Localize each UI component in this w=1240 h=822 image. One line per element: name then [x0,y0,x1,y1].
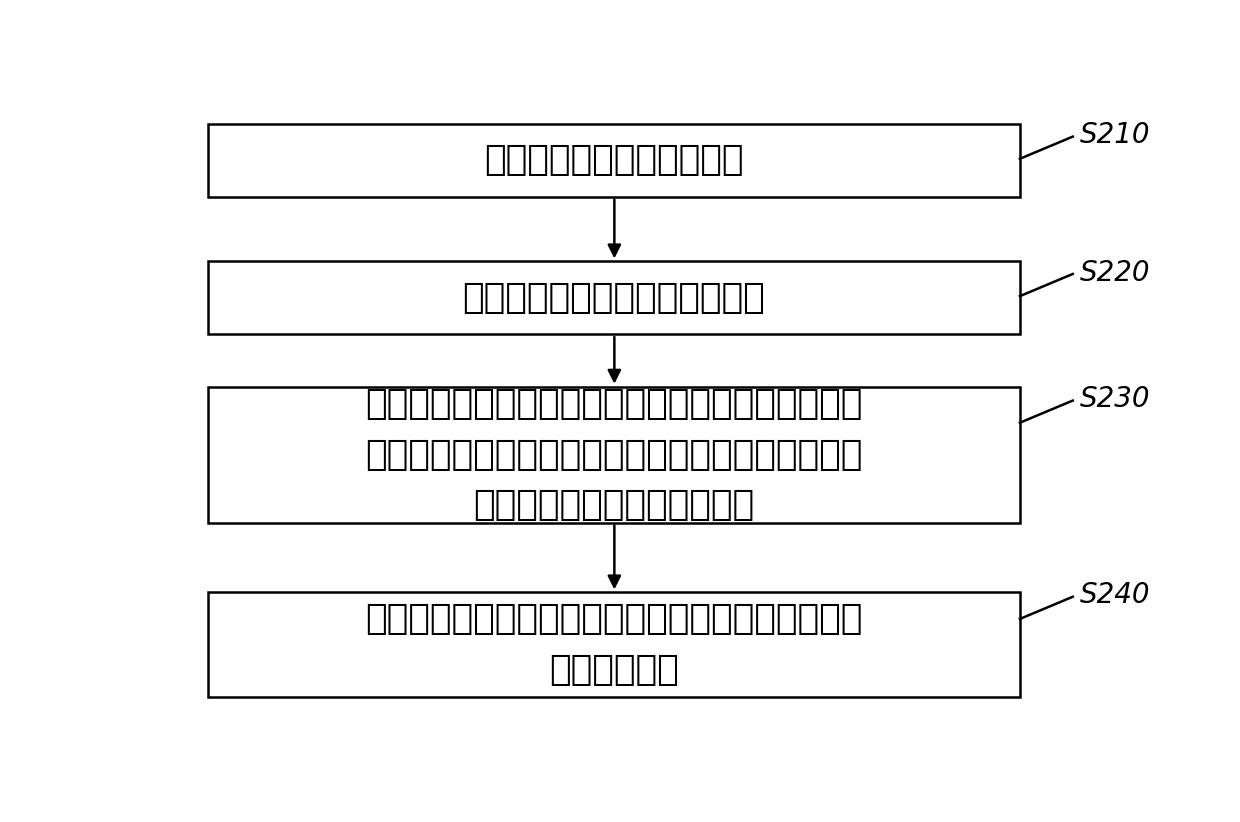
Text: S220: S220 [1080,259,1149,287]
Text: S240: S240 [1080,581,1149,609]
Text: S210: S210 [1080,122,1149,150]
Text: 当前景区域包括人体脸部时，在深度图像中定位人体
脸部的位置。可以根据脸部的各像素点的深度变化情
况，从中确定人体脸部的位置: 当前景区域包括人体脸部时，在深度图像中定位人体 脸部的位置。可以根据脸部的各像素… [366,387,863,522]
Bar [208,261,1019,334]
Bar [208,593,1019,697]
Text: 从深度图像中提取前景区域: 从深度图像中提取前景区域 [484,143,744,178]
Text: 判断前景区域是否包括人体脸部: 判断前景区域是否包括人体脸部 [463,280,765,315]
Bar [208,386,1019,523]
Text: S230: S230 [1080,386,1149,413]
Bar [208,124,1019,196]
Text: 从人体脸部在彩色图像中的位置提取脸部区域和眼部
区域的特征点: 从人体脸部在彩色图像中的位置提取脸部区域和眼部 区域的特征点 [366,603,863,686]
